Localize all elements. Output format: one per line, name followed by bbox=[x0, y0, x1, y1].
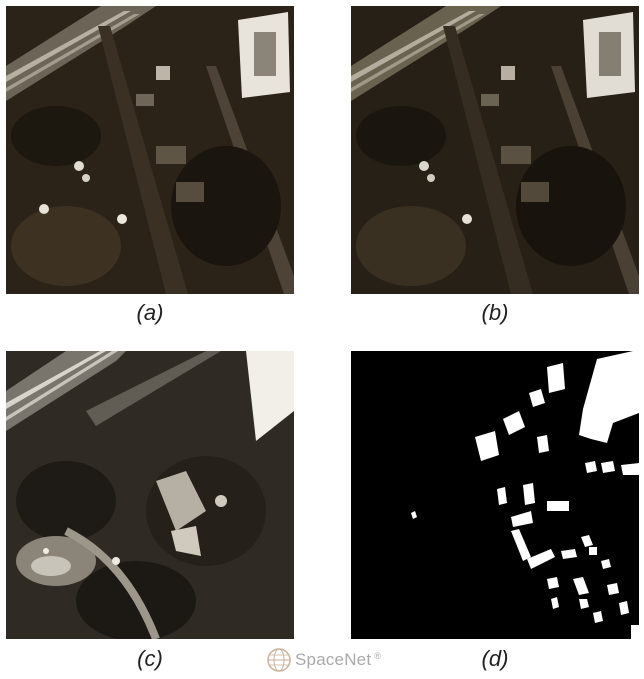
building-mask-d bbox=[351, 351, 639, 639]
caption-c: (c) bbox=[6, 646, 294, 672]
caption-d: (d) bbox=[351, 646, 639, 672]
aerial-image-a bbox=[6, 6, 294, 294]
caption-a: (a) bbox=[6, 300, 294, 326]
aerial-image-b bbox=[351, 6, 639, 294]
spacenet-logo-text: SpaceNet bbox=[295, 650, 371, 670]
aerial-image-c bbox=[6, 351, 294, 639]
spacenet-logo: SpaceNet ® bbox=[266, 645, 381, 675]
registered-mark: ® bbox=[374, 651, 381, 661]
globe-icon bbox=[266, 647, 292, 673]
caption-b: (b) bbox=[351, 300, 639, 326]
